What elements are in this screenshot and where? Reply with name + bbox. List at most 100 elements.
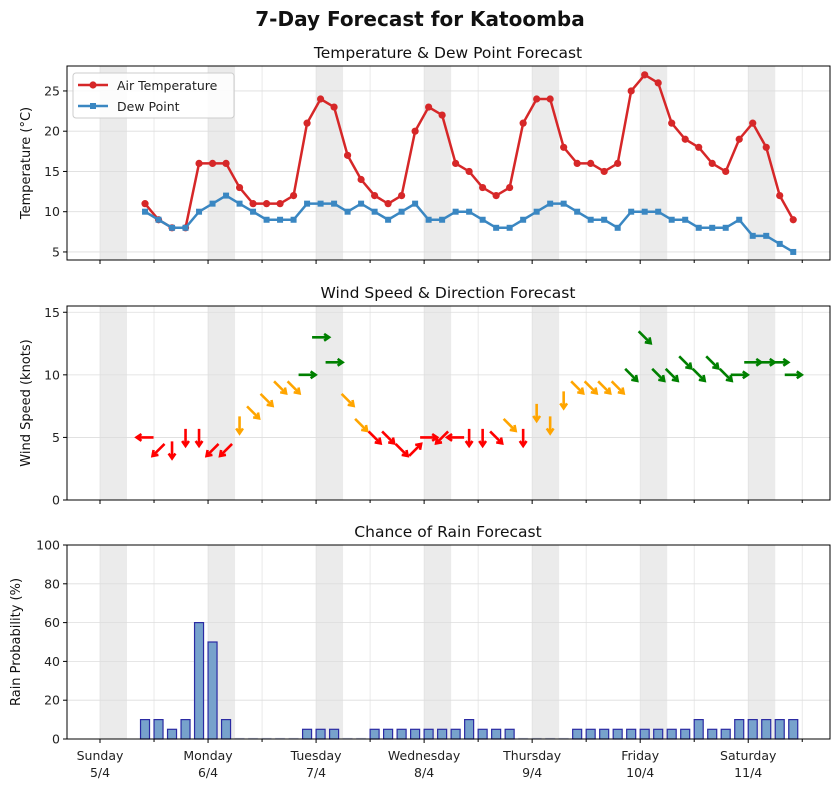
wind-arrow <box>218 443 233 458</box>
dew-point-point <box>371 208 378 215</box>
air-temperature-point <box>546 95 554 103</box>
wind-y-label: Wind Speed (knots) <box>19 339 34 466</box>
wind-arrow <box>194 428 204 449</box>
air-temperature-point <box>533 95 541 103</box>
air-temperature-point <box>249 200 257 208</box>
dew-point-point <box>614 224 621 231</box>
rain-bar <box>396 728 407 740</box>
rain-bar <box>612 728 623 740</box>
rain-bar <box>166 728 178 740</box>
rain-bar <box>653 728 664 740</box>
dew-point-point <box>736 216 743 223</box>
x-date-label: 6/4 <box>198 765 218 780</box>
rain-bar <box>207 641 218 740</box>
dew-point-point <box>155 216 162 223</box>
rain-bar <box>315 728 326 740</box>
dew-point-point <box>479 216 486 223</box>
wind-arrow <box>545 416 555 436</box>
wind-arrow <box>478 428 488 449</box>
x-day-label: Saturday <box>720 748 777 763</box>
air-temperature-point <box>519 119 527 127</box>
rain-bar <box>585 728 596 740</box>
rain-bar <box>666 728 677 740</box>
axes-frame <box>66 305 831 501</box>
axes-frame <box>66 544 831 740</box>
rain-bar <box>680 728 691 740</box>
air-temperature-point <box>195 159 203 168</box>
wind-arrow <box>286 380 302 395</box>
rain-bar <box>720 728 731 740</box>
air-temperature-point <box>492 192 500 200</box>
dew-point-point <box>601 216 608 223</box>
rain-bar <box>423 728 434 740</box>
rain-bar <box>410 728 421 740</box>
rain-bar <box>572 728 583 740</box>
dew-point-point <box>641 208 648 215</box>
wind-arrow <box>784 370 805 380</box>
dew-point-point <box>304 200 311 207</box>
x-day-label: Wednesday <box>388 748 461 763</box>
dew-point-point <box>439 216 446 223</box>
dew-point-point <box>196 208 203 215</box>
wind-arrow <box>637 330 653 345</box>
x-day-label: Thursday <box>502 748 562 763</box>
air-temperature-point <box>708 159 716 168</box>
wind-arrow <box>325 357 345 367</box>
wind-arrow <box>204 443 220 458</box>
wind-arrow <box>583 380 599 395</box>
plot-area <box>67 306 830 501</box>
dew-point-point <box>385 216 392 223</box>
air-temperature-point <box>560 143 568 151</box>
y-tick-label: 10 <box>44 204 60 219</box>
air-temperature-point <box>343 151 352 159</box>
wind-arrow <box>570 380 585 395</box>
rain-bar <box>626 728 637 740</box>
y-tick-label: 20 <box>44 124 60 139</box>
wind-panel: Wind Speed & Direction Forecast Wind Spe… <box>19 284 831 508</box>
dew-point-point <box>655 208 662 215</box>
air-temperature-point <box>614 159 622 168</box>
y-tick-label: 40 <box>44 654 60 669</box>
rain-bar <box>369 728 380 740</box>
y-tick-label: 0 <box>52 732 60 747</box>
y-tick-label: 25 <box>44 83 60 98</box>
y-tick-label: 60 <box>44 615 60 630</box>
air-temperature-point <box>789 216 797 224</box>
dew-point-point <box>290 216 297 223</box>
dew-point-point <box>776 240 783 247</box>
x-date-label: 11/4 <box>734 765 762 780</box>
air-temperature-point <box>289 192 298 200</box>
x-day-label: Friday <box>621 748 659 763</box>
air-temperature-point <box>222 159 230 168</box>
wind-arrow <box>181 428 190 449</box>
wind-arrow <box>502 417 518 433</box>
dew-point-point <box>209 200 216 207</box>
night-shading-band <box>748 306 776 500</box>
air-temperature-point <box>749 119 757 127</box>
legend-air-temperature-label: Air Temperature <box>117 78 218 93</box>
dew-point-point <box>236 200 243 207</box>
dew-point-point <box>560 200 567 207</box>
wind-arrow <box>624 367 639 383</box>
rain-bar <box>599 728 610 740</box>
dew-point-point <box>668 216 675 223</box>
wind-arrow <box>678 355 693 370</box>
rain-bar <box>639 728 650 740</box>
dew-point-point <box>412 200 419 207</box>
rain-bar <box>301 728 313 740</box>
dew-point-point <box>628 208 635 215</box>
legend-air-temperature-marker <box>89 81 97 89</box>
temperature-legend: Air Temperature Dew Point <box>72 72 235 119</box>
dew-point-point <box>763 232 770 239</box>
night-shading-band <box>424 306 452 500</box>
rain-bar <box>761 718 772 740</box>
night-shading-band <box>748 545 776 739</box>
wind-arrow <box>259 392 275 408</box>
dew-point-point <box>722 224 729 231</box>
dew-point-point <box>250 208 257 215</box>
temperature-panel: Temperature & Dew Point Forecast Tempera… <box>19 44 831 264</box>
dew-point-point <box>506 224 513 231</box>
rain-bar <box>139 718 151 740</box>
wind-arrow <box>730 370 751 380</box>
night-shading-band <box>100 306 128 500</box>
